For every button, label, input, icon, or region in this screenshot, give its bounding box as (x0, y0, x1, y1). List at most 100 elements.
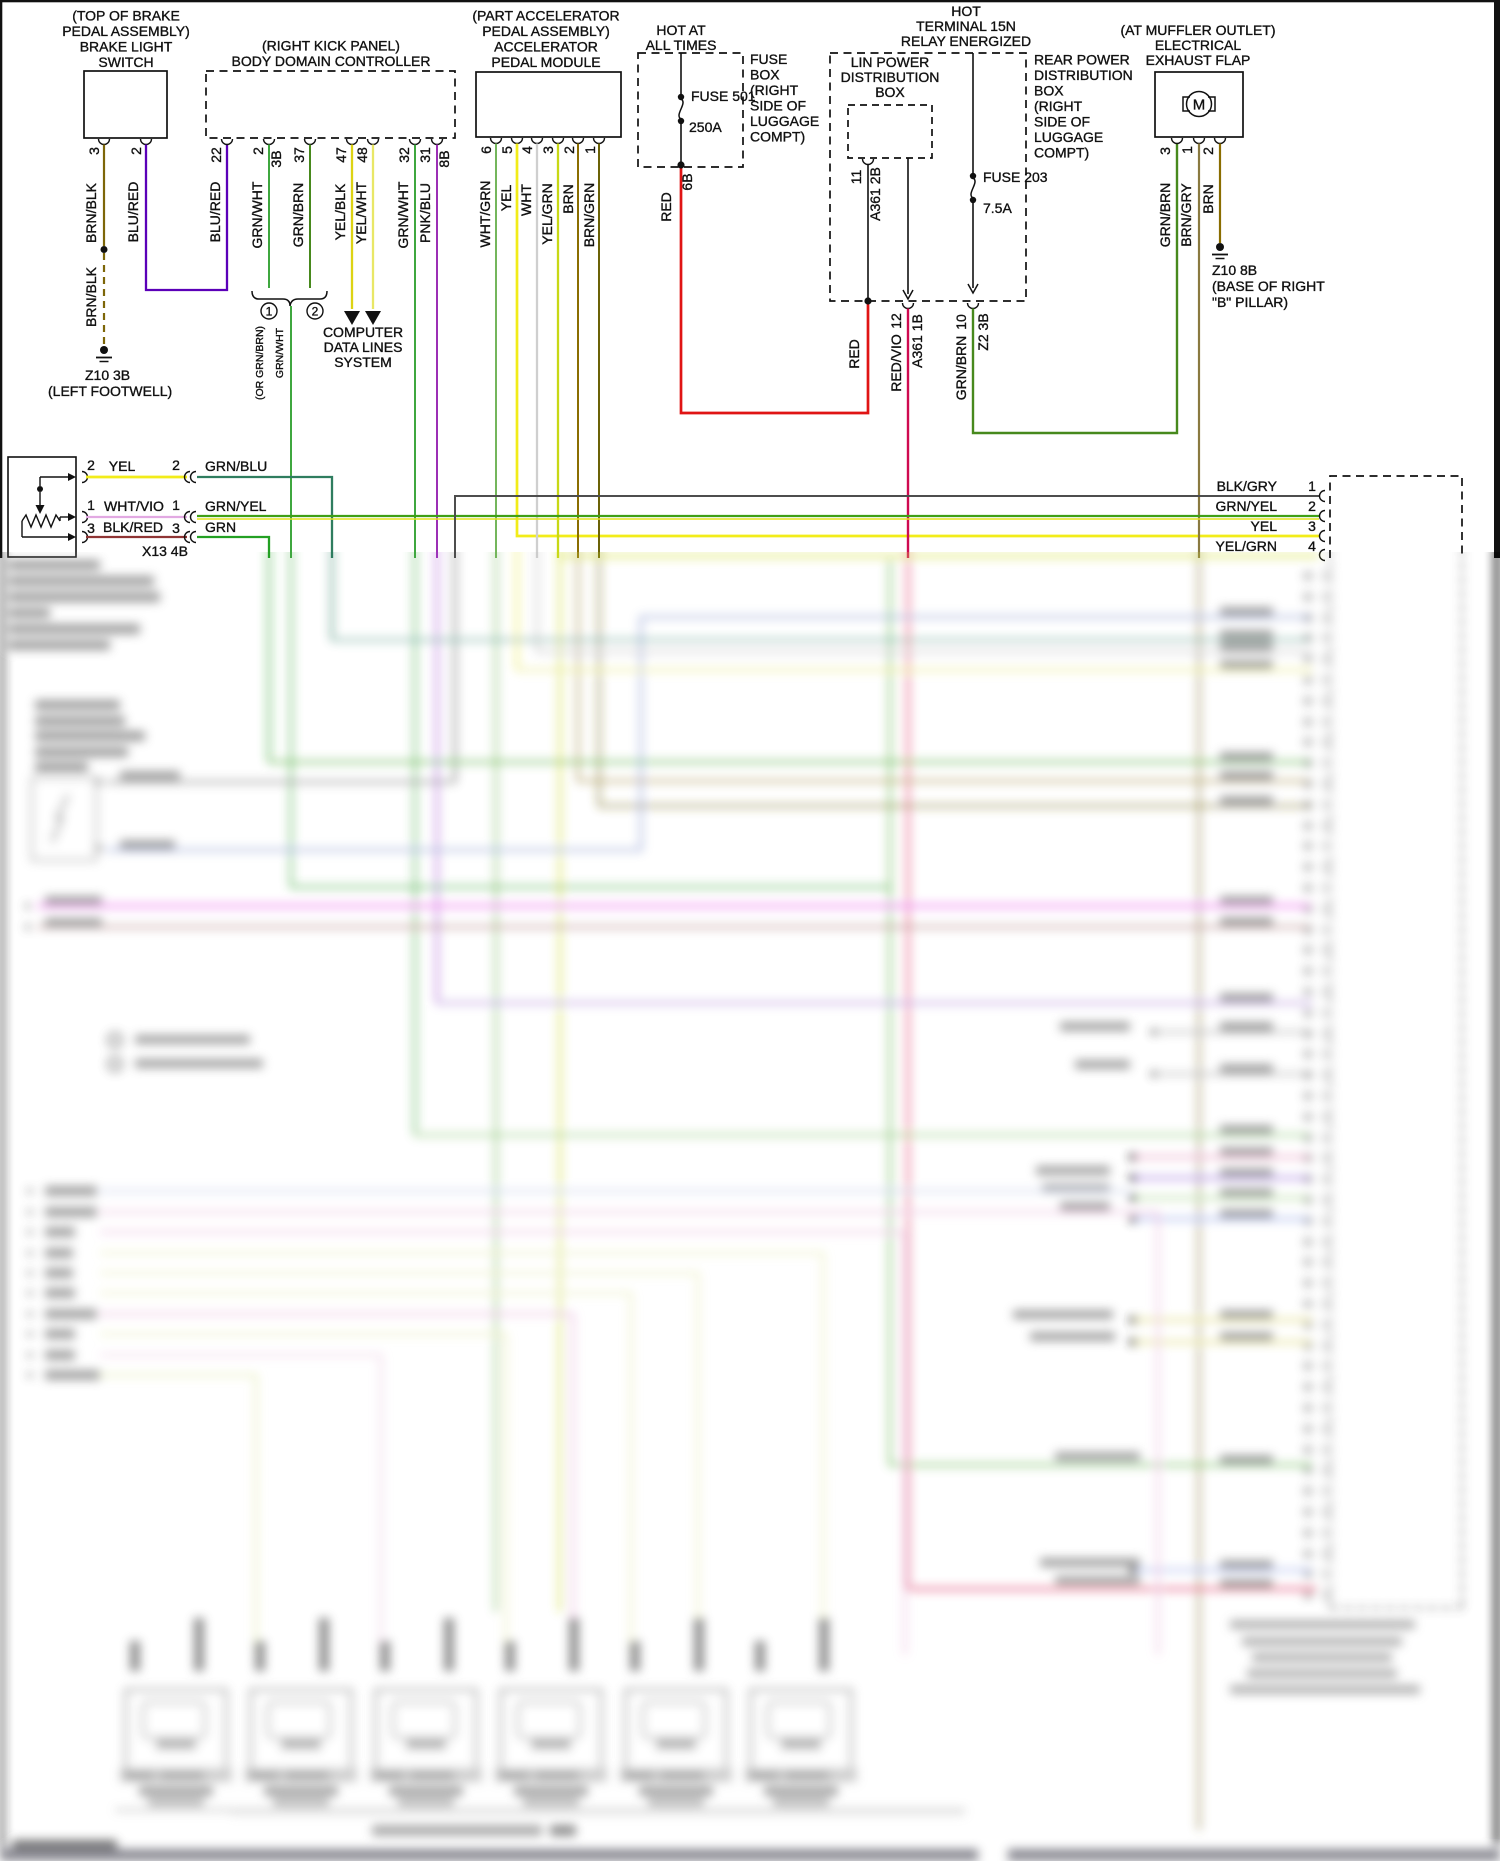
svg-text:COMPUTER: COMPUTER (323, 324, 403, 340)
svg-text:BODY DOMAIN CONTROLLER: BODY DOMAIN CONTROLLER (232, 53, 431, 69)
svg-text:GRN/YEL: GRN/YEL (205, 498, 267, 514)
svg-text:DISTRIBUTION: DISTRIBUTION (1034, 67, 1133, 83)
svg-text:BOX: BOX (1034, 83, 1064, 99)
svg-text:TERMINAL 15N: TERMINAL 15N (916, 18, 1016, 34)
svg-text:(LEFT FOOTWELL): (LEFT FOOTWELL) (48, 383, 172, 399)
svg-text:BRN: BRN (1200, 184, 1216, 214)
svg-text:X13 4B: X13 4B (142, 543, 188, 559)
svg-text:2: 2 (1200, 147, 1216, 155)
svg-text:DISTRIBUTION: DISTRIBUTION (841, 69, 940, 85)
svg-text:YEL/GRN: YEL/GRN (1216, 538, 1277, 554)
svg-text:BRN/GRY: BRN/GRY (1178, 183, 1194, 247)
svg-text:WHT/VIO: WHT/VIO (104, 498, 164, 514)
svg-text:EXHAUST FLAP: EXHAUST FLAP (1146, 52, 1251, 68)
svg-text:GRN/YEL: GRN/YEL (1216, 498, 1278, 514)
svg-text:2: 2 (1308, 498, 1316, 514)
svg-text:FUSE: FUSE (750, 51, 787, 67)
svg-text:YEL/BLK: YEL/BLK (332, 183, 348, 240)
svg-text:YEL/GRN: YEL/GRN (539, 183, 555, 244)
svg-text:3: 3 (86, 147, 102, 155)
svg-text:BRN: BRN (560, 184, 576, 214)
svg-text:(RIGHT: (RIGHT (750, 82, 799, 98)
svg-text:HOT AT: HOT AT (656, 22, 706, 38)
svg-text:FUSE 203: FUSE 203 (983, 169, 1048, 185)
svg-text:(OR GRN/BRN): (OR GRN/BRN) (254, 326, 266, 400)
svg-text:(RIGHT KICK PANEL): (RIGHT KICK PANEL) (262, 38, 400, 54)
svg-text:BRN/BLK: BRN/BLK (83, 266, 99, 327)
svg-text:3: 3 (172, 520, 180, 536)
svg-text:SIDE OF: SIDE OF (750, 98, 806, 114)
svg-text:LUGGAGE: LUGGAGE (750, 113, 819, 129)
svg-text:2: 2 (561, 146, 577, 154)
svg-text:HOT: HOT (951, 3, 981, 19)
svg-text:BLK/GRY: BLK/GRY (1217, 478, 1278, 494)
svg-text:6: 6 (478, 146, 494, 154)
svg-text:GRN/BLU: GRN/BLU (205, 458, 267, 474)
svg-text:(BASE OF RIGHT: (BASE OF RIGHT (1212, 278, 1325, 294)
svg-text:RED/VIO: RED/VIO (888, 334, 904, 392)
svg-text:RED: RED (658, 192, 674, 222)
svg-text:(TOP OF BRAKE: (TOP OF BRAKE (72, 8, 180, 24)
svg-text:32: 32 (396, 147, 412, 163)
svg-text:2: 2 (172, 457, 180, 473)
svg-text:(AT MUFFLER OUTLET): (AT MUFFLER OUTLET) (1120, 22, 1275, 38)
svg-text:GRN/BRN: GRN/BRN (953, 336, 969, 401)
svg-text:(RIGHT: (RIGHT (1034, 98, 1083, 114)
svg-text:YEL: YEL (109, 458, 136, 474)
svg-text:2: 2 (87, 457, 95, 473)
svg-text:PEDAL ASSEMBLY): PEDAL ASSEMBLY) (482, 23, 610, 39)
svg-text:250A: 250A (689, 119, 722, 135)
svg-text:PEDAL ASSEMBLY): PEDAL ASSEMBLY) (62, 23, 190, 39)
svg-text:1: 1 (582, 146, 598, 154)
svg-text:RED: RED (846, 339, 862, 369)
svg-text:BRN/BLK: BRN/BLK (83, 182, 99, 243)
svg-text:BRN/GRN: BRN/GRN (581, 183, 597, 248)
svg-text:10: 10 (953, 314, 969, 330)
svg-text:2: 2 (250, 147, 266, 155)
svg-text:FUSE 501: FUSE 501 (691, 88, 756, 104)
svg-text:BLU/RED: BLU/RED (125, 182, 141, 243)
svg-text:SIDE OF: SIDE OF (1034, 114, 1090, 130)
svg-text:GRN: GRN (205, 519, 236, 535)
svg-text:3: 3 (87, 520, 95, 536)
svg-text:SYSTEM: SYSTEM (334, 354, 392, 370)
svg-text:8B: 8B (436, 150, 452, 167)
svg-text:22: 22 (208, 147, 224, 163)
svg-text:A361 1B: A361 1B (909, 314, 925, 368)
svg-text:1: 1 (172, 497, 180, 513)
svg-text:1: 1 (87, 497, 95, 513)
svg-text:GRN/WHT: GRN/WHT (274, 327, 286, 378)
svg-text:PNK/BLU: PNK/BLU (417, 183, 433, 243)
svg-text:Z10 8B: Z10 8B (1212, 262, 1257, 278)
svg-text:LUGGAGE: LUGGAGE (1034, 129, 1103, 145)
svg-text:4: 4 (519, 146, 535, 154)
svg-text:2: 2 (128, 147, 144, 155)
svg-text:WHT: WHT (518, 184, 534, 216)
svg-text:BLU/RED: BLU/RED (207, 182, 223, 243)
svg-text:COMPT): COMPT) (750, 129, 805, 145)
svg-text:4: 4 (1308, 538, 1316, 554)
svg-text:BRAKE LIGHT: BRAKE LIGHT (80, 39, 173, 55)
svg-text:12: 12 (888, 313, 904, 329)
svg-text:ACCELERATOR: ACCELERATOR (494, 39, 598, 55)
svg-text:COMPT): COMPT) (1034, 145, 1089, 161)
svg-text:GRN/BRN: GRN/BRN (290, 183, 306, 248)
svg-text:YEL/WHT: YEL/WHT (353, 181, 369, 244)
svg-text:Z10 3B: Z10 3B (85, 367, 130, 383)
svg-text:1: 1 (1308, 478, 1316, 494)
svg-text:3: 3 (1157, 147, 1173, 155)
svg-text:3: 3 (540, 146, 556, 154)
svg-text:GRN/WHT: GRN/WHT (395, 181, 411, 248)
svg-text:11: 11 (848, 170, 864, 185)
svg-text:1: 1 (266, 305, 273, 319)
svg-text:A361 2B: A361 2B (867, 167, 883, 221)
svg-text:YEL: YEL (498, 185, 514, 212)
svg-text:1: 1 (1179, 146, 1195, 154)
svg-text:ELECTRICAL: ELECTRICAL (1155, 37, 1242, 53)
svg-text:REAR POWER: REAR POWER (1034, 52, 1130, 68)
svg-text:DATA LINES: DATA LINES (324, 339, 403, 355)
svg-text:31: 31 (417, 147, 433, 163)
svg-text:2: 2 (312, 305, 319, 319)
svg-text:WHT/GRN: WHT/GRN (477, 181, 493, 248)
svg-text:BOX: BOX (875, 84, 905, 100)
